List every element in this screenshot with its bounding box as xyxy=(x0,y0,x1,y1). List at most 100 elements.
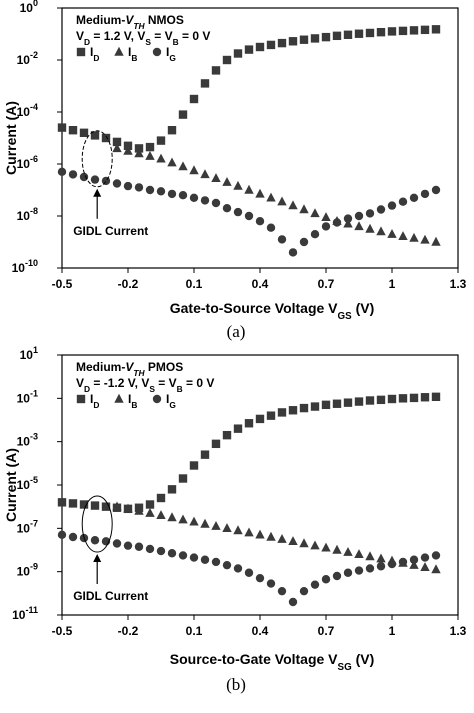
data-point-square xyxy=(90,131,100,140)
data-point-square xyxy=(244,419,254,428)
y-tick-label: 10-1 xyxy=(17,388,38,405)
data-point-circle xyxy=(167,189,177,199)
legend-name: I xyxy=(166,392,169,406)
x-tick-label: 0.1 xyxy=(186,277,203,291)
data-point-circle xyxy=(332,571,342,581)
legend-subscript: G xyxy=(169,53,176,63)
text-part: = 1.2 V, V xyxy=(90,29,145,43)
data-point-square xyxy=(365,396,375,405)
data-point-square xyxy=(233,424,243,433)
y-tick-exponent: -2 xyxy=(30,50,38,60)
y-tick-exponent: 0 xyxy=(33,0,38,8)
x-tick-label: -0.5 xyxy=(52,277,73,291)
legend-entry: ID xyxy=(90,392,99,410)
x-tick-label: 0.7 xyxy=(318,624,335,638)
text-part: S xyxy=(145,37,151,47)
data-point-square xyxy=(266,40,276,50)
data-point-square xyxy=(277,408,287,417)
data-point-square xyxy=(68,499,78,508)
data-point-circle xyxy=(112,539,122,548)
data-point-circle xyxy=(387,201,397,210)
data-point-triangle xyxy=(244,527,254,537)
y-tick-base: 10 xyxy=(12,261,26,275)
data-point-square xyxy=(244,45,254,54)
y-tick-label: 10-6 xyxy=(17,154,38,171)
data-point-circle xyxy=(145,185,155,195)
y-tick-label: 10-11 xyxy=(12,605,38,622)
data-point-square xyxy=(321,32,331,42)
data-point-square xyxy=(288,406,298,415)
x-tick-label: 1.3 xyxy=(450,624,467,638)
data-point-triangle xyxy=(156,153,166,163)
data-point-square xyxy=(376,395,386,405)
y-tick-base: 10 xyxy=(17,105,31,119)
data-point-triangle xyxy=(431,236,441,246)
legend-entry: IG xyxy=(166,45,176,63)
y-tick-base: 10 xyxy=(17,478,31,492)
data-point-circle xyxy=(200,555,210,564)
data-point-triangle xyxy=(288,536,298,546)
data-point-square xyxy=(420,393,430,402)
legend-marker-triangle xyxy=(114,46,124,56)
data-point-triangle xyxy=(321,212,331,221)
legend-entry: ID xyxy=(90,45,99,63)
y-tick-exponent: -1 xyxy=(30,388,38,398)
data-point-circle xyxy=(277,586,287,596)
y-tick-exponent: -3 xyxy=(30,432,38,442)
text-part: NMOS xyxy=(145,13,184,27)
data-point-square xyxy=(398,394,408,403)
data-point-circle xyxy=(299,586,309,596)
data-point-circle xyxy=(200,196,210,205)
data-point-square xyxy=(299,403,309,413)
series-g xyxy=(57,530,441,607)
legend-name: I xyxy=(128,392,131,406)
data-point-triangle xyxy=(211,520,221,530)
legend-marker-square xyxy=(76,47,86,57)
data-point-circle xyxy=(68,170,78,179)
data-point-square xyxy=(90,501,100,510)
text-part: TH xyxy=(133,21,145,31)
text-part: S xyxy=(149,384,155,394)
data-point-triangle xyxy=(123,503,133,513)
data-point-square xyxy=(376,27,386,37)
text-part: = V xyxy=(151,29,173,43)
data-point-triangle xyxy=(178,514,188,524)
data-point-circle xyxy=(244,568,254,577)
data-point-triangle xyxy=(145,151,155,160)
legend-entry: IG xyxy=(166,392,176,410)
text-part: Medium- xyxy=(76,13,125,27)
y-tick-base: 10 xyxy=(17,435,31,449)
data-point-circle xyxy=(332,218,342,227)
data-point-square xyxy=(189,94,199,104)
text-part: D xyxy=(84,37,90,47)
data-point-triangle xyxy=(277,196,287,206)
data-point-square xyxy=(68,126,78,135)
data-point-circle xyxy=(321,222,331,231)
data-point-triangle xyxy=(211,173,221,182)
text-part: V xyxy=(125,13,134,27)
data-point-circle xyxy=(266,223,276,232)
data-point-circle xyxy=(387,559,397,569)
text-part: = 0 V xyxy=(183,376,215,390)
data-point-triangle xyxy=(189,165,199,175)
data-point-triangle xyxy=(266,192,276,202)
data-point-circle xyxy=(123,181,133,191)
data-point-triangle xyxy=(365,551,375,561)
data-point-triangle xyxy=(145,507,155,517)
data-point-triangle xyxy=(167,512,177,522)
text-part: = -1.2 V, V xyxy=(90,376,149,390)
data-point-square xyxy=(211,439,221,449)
y-tick-label: 101 xyxy=(20,345,38,362)
legend-subscript: B xyxy=(131,53,137,63)
data-point-square xyxy=(398,26,408,36)
data-point-circle xyxy=(376,562,386,571)
data-point-square xyxy=(321,400,331,410)
data-point-circle xyxy=(90,536,100,545)
legend-entry: IB xyxy=(128,45,137,63)
text-part: (V) xyxy=(352,300,375,316)
series-d xyxy=(57,25,441,153)
data-point-triangle xyxy=(343,546,353,556)
data-point-triangle xyxy=(200,169,210,179)
data-point-triangle xyxy=(398,231,408,240)
data-point-circle xyxy=(90,175,100,184)
